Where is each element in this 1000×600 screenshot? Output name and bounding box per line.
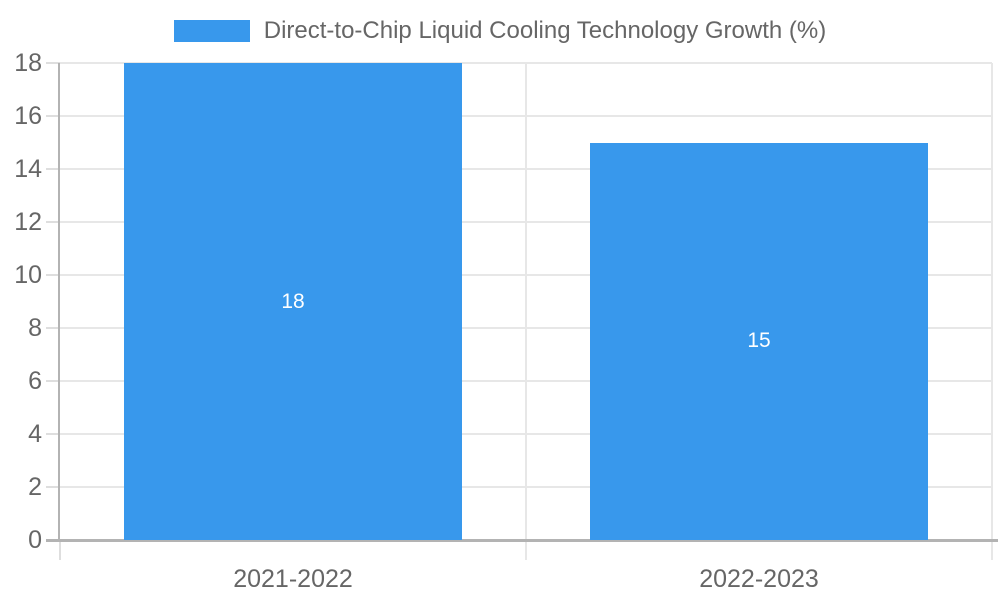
y-tick-label: 2 — [28, 473, 42, 501]
legend-swatch — [173, 20, 250, 42]
y-tick-mark — [46, 486, 60, 488]
y-tick-mark — [46, 221, 60, 223]
y-tick-label: 8 — [28, 314, 42, 342]
bar-2022-2023[interactable]: 15 — [590, 142, 928, 540]
category-boundary-gridline — [525, 63, 527, 540]
y-tick-label: 18 — [14, 49, 42, 77]
bar-value-label: 18 — [281, 289, 305, 313]
x-tick-mark — [59, 540, 61, 560]
y-tick-label: 0 — [28, 526, 42, 554]
y-tick-mark — [46, 380, 60, 382]
y-tick-label: 6 — [28, 367, 42, 395]
x-tick-mark — [991, 540, 993, 560]
y-tick-mark — [46, 274, 60, 276]
bar-2021-2022[interactable]: 18 — [124, 63, 462, 540]
y-axis-line — [58, 63, 60, 540]
x-axis-line — [46, 539, 998, 542]
category-boundary-gridline — [991, 63, 993, 540]
y-tick-mark — [46, 115, 60, 117]
x-tick-label: 2021-2022 — [233, 565, 353, 593]
y-tick-mark — [46, 168, 60, 170]
y-tick-label: 14 — [14, 155, 42, 183]
y-tick-label: 16 — [14, 102, 42, 130]
x-tick-mark — [525, 540, 527, 560]
y-tick-label: 10 — [14, 261, 42, 289]
legend[interactable]: Direct-to-Chip Liquid Cooling Technology… — [0, 18, 1000, 44]
y-tick-mark — [46, 433, 60, 435]
x-tick-label: 2022-2023 — [699, 565, 819, 593]
y-tick-label: 4 — [28, 420, 42, 448]
bar-value-label: 15 — [747, 329, 771, 353]
y-tick-label: 12 — [14, 208, 42, 236]
legend-label: Direct-to-Chip Liquid Cooling Technology… — [263, 17, 827, 44]
y-tick-mark — [46, 62, 60, 64]
y-tick-mark — [46, 327, 60, 329]
